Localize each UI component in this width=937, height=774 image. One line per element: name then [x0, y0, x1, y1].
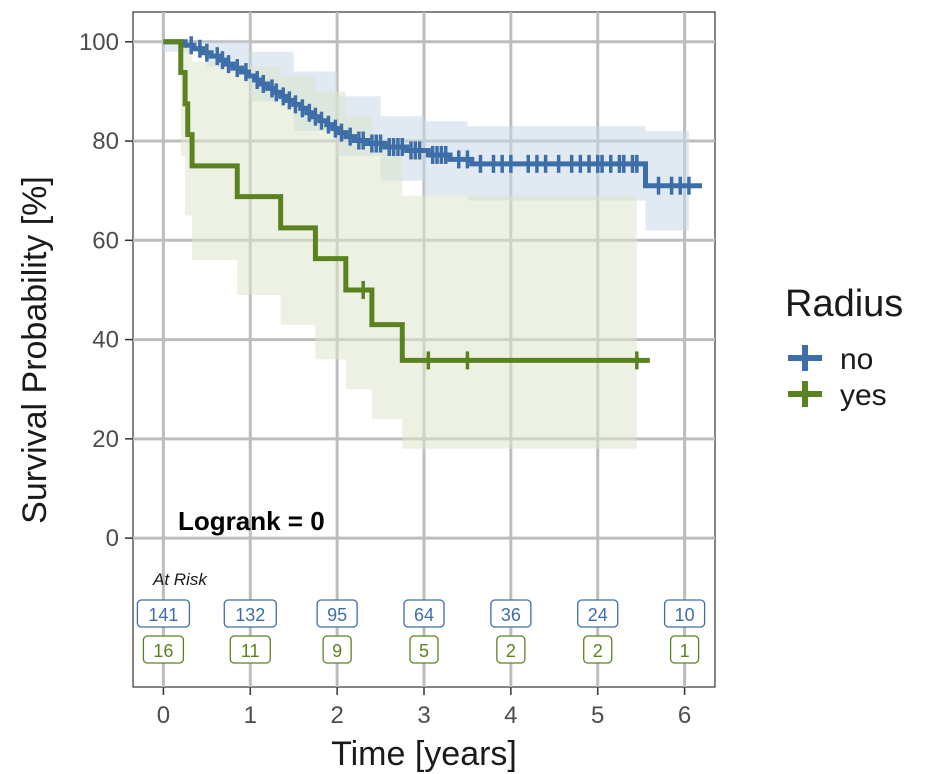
- censor-marks: [189, 36, 691, 370]
- at-risk-count-no: 141: [148, 605, 178, 625]
- at-risk-box-yes: [229, 635, 271, 664]
- at-risk-count-no: 10: [675, 605, 695, 625]
- at-risk-count-no: 24: [588, 605, 608, 625]
- at-risk-count-yes: 16: [153, 641, 173, 661]
- y-tick-label: 40: [92, 327, 119, 354]
- x-tick-label: 4: [504, 702, 517, 729]
- at-risk-box-no: [490, 599, 532, 628]
- axes: 0 20 40 60 80 100 0 1 2 3 4 5 6: [79, 29, 691, 729]
- x-tick-label: 5: [591, 702, 604, 729]
- at-risk-count-yes: 1: [680, 641, 690, 661]
- at-risk-box-no: [577, 599, 619, 628]
- at-risk-box-yes: [322, 635, 352, 664]
- logrank-annotation: Logrank = 0: [178, 506, 325, 536]
- ci-ribbon-yes: [163, 41, 637, 449]
- confidence-ribbons: [163, 41, 689, 449]
- at-risk-box-no: [136, 599, 191, 628]
- at-risk-count-yes: 9: [332, 641, 342, 661]
- y-tick-label: 0: [106, 525, 119, 552]
- y-tick-label: 80: [92, 128, 119, 155]
- at-risk-box-yes: [583, 635, 613, 664]
- x-axis-title: Time [years]: [331, 735, 517, 773]
- x-tick-label: 1: [244, 702, 257, 729]
- at-risk-count-no: 95: [327, 605, 347, 625]
- legend-label-no: no: [840, 343, 873, 376]
- y-axis-title: Survival Probability [%]: [16, 176, 54, 524]
- legend: Radius no yes: [785, 283, 903, 412]
- at-risk-title: At Risk: [152, 570, 208, 589]
- at-risk-box-no: [663, 599, 706, 628]
- x-tick-label: 0: [157, 702, 170, 729]
- x-tick-label: 2: [330, 702, 343, 729]
- at-risk-box-yes: [142, 635, 185, 664]
- at-risk-count-yes: 11: [241, 641, 260, 661]
- at-risk-box-no: [316, 599, 358, 628]
- at-risk-box-no: [223, 599, 277, 628]
- x-tick-label: 3: [417, 702, 430, 729]
- x-tick-label: 6: [678, 702, 691, 729]
- at-risk-count-no: 64: [414, 605, 434, 625]
- legend-label-yes: yes: [840, 379, 887, 412]
- at-risk-count-no: 132: [235, 605, 265, 625]
- at-risk-box-yes: [496, 635, 526, 664]
- at-risk-count-yes: 2: [593, 641, 603, 661]
- at-risk-count-no: 36: [501, 605, 521, 625]
- y-tick-label: 100: [79, 29, 119, 56]
- legend-title: Radius: [785, 283, 903, 325]
- y-tick-label: 20: [92, 426, 119, 453]
- at-risk-count-yes: 5: [419, 641, 429, 661]
- at-risk-box-no: [403, 599, 445, 628]
- at-risk-count-yes: 2: [506, 641, 516, 661]
- at-risk-box-yes: [669, 635, 700, 664]
- y-tick-label: 60: [92, 227, 119, 254]
- survival-curve-yes: [163, 39, 650, 363]
- at-risk-box-yes: [409, 635, 439, 664]
